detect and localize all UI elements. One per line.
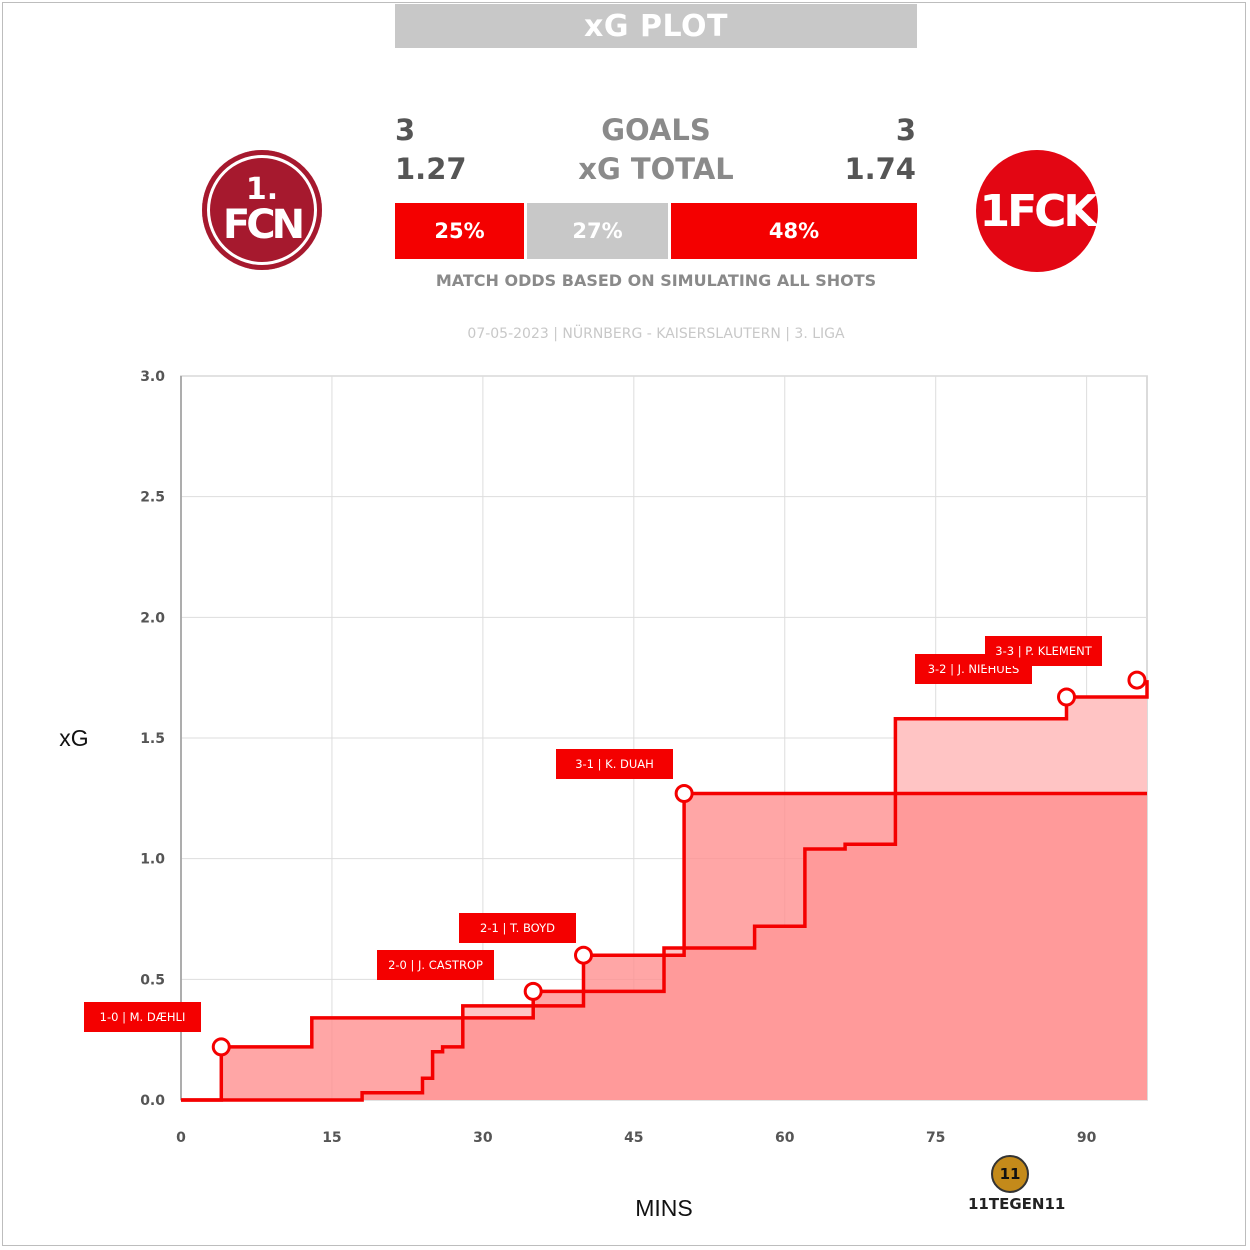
- goal-label-box: [556, 749, 673, 779]
- away-logo-text: 1FCK: [979, 185, 1097, 237]
- home-logo-text-bottom: FCN: [222, 202, 305, 248]
- goal-marker: [523, 981, 543, 1001]
- goal-label: 3-3 | P. KLEMENT: [995, 644, 1092, 658]
- away-win-odds: 48%: [671, 203, 917, 259]
- home-xg-total: 1.27: [395, 152, 467, 186]
- goal-marker: [1127, 670, 1147, 690]
- x-tick-label: 75: [926, 1130, 945, 1146]
- y-tick-label: 2.5: [140, 490, 165, 506]
- y-tick-label: 0.5: [140, 972, 165, 988]
- x-tick-label: 60: [775, 1130, 795, 1146]
- goal-label-box: [84, 1002, 201, 1032]
- goal-marker: [211, 1037, 231, 1057]
- away-goals: 3: [895, 113, 916, 147]
- page-title: xG PLOT: [395, 4, 917, 48]
- goal-marker: [674, 784, 694, 804]
- match-odds-bar: 25% 27% 48%: [395, 203, 917, 259]
- goal-label: 2-0 | J. CASTROP: [388, 958, 483, 972]
- brand-logo: 11 11TEGEN11: [968, 1155, 1066, 1215]
- goal-label-box: [985, 636, 1102, 666]
- draw-odds: 27%: [527, 203, 668, 259]
- y-tick-label: 1.0: [140, 852, 165, 868]
- x-axis-label: MINS: [635, 1195, 693, 1221]
- home-win-odds: 25%: [395, 203, 524, 259]
- x-tick-label: 90: [1077, 1130, 1097, 1146]
- goal-label-box: [377, 950, 494, 980]
- y-tick-label: 1.5: [140, 731, 165, 747]
- y-tick-label: 0.0: [140, 1093, 165, 1109]
- y-tick-label: 3.0: [140, 369, 165, 385]
- away-team-logo: 1FCK: [976, 150, 1098, 272]
- goal-label-box: [459, 913, 576, 943]
- x-tick-label: 45: [624, 1130, 643, 1146]
- away-xg-total: 1.74: [844, 152, 916, 186]
- goal-label: 2-1 | T. BOYD: [480, 921, 555, 935]
- match-info: 07-05-2023 | NÜRNBERG - KAISERSLAUTERN |…: [467, 326, 845, 342]
- away-xg-line: [181, 680, 1149, 1102]
- odds-note: MATCH ODDS BASED ON SIMULATING ALL SHOTS: [435, 271, 877, 290]
- brand-name: 11TEGEN11: [968, 1195, 1066, 1213]
- goal-label: 3-1 | K. DUAH: [575, 757, 654, 771]
- x-tick-label: 30: [473, 1130, 493, 1146]
- x-tick-label: 0: [176, 1130, 186, 1146]
- x-tick-label: 15: [322, 1130, 341, 1146]
- home-team-logo: 1. FCN: [202, 150, 322, 270]
- home-xg-area: [181, 793, 1147, 1100]
- goal-label: 1-0 | M. DÆHLI: [100, 1010, 186, 1024]
- xg-total-label: xG TOTAL: [578, 152, 734, 186]
- brand-badge: 11: [991, 1155, 1029, 1193]
- goal-marker: [1057, 687, 1076, 707]
- goals-label: GOALS: [601, 113, 711, 147]
- goal-marker: [574, 945, 593, 965]
- y-tick-label: 2.0: [140, 610, 165, 626]
- y-axis-label: xG: [59, 725, 88, 751]
- home-logo-text-top: 1.: [245, 172, 279, 207]
- home-goals: 3: [395, 113, 416, 147]
